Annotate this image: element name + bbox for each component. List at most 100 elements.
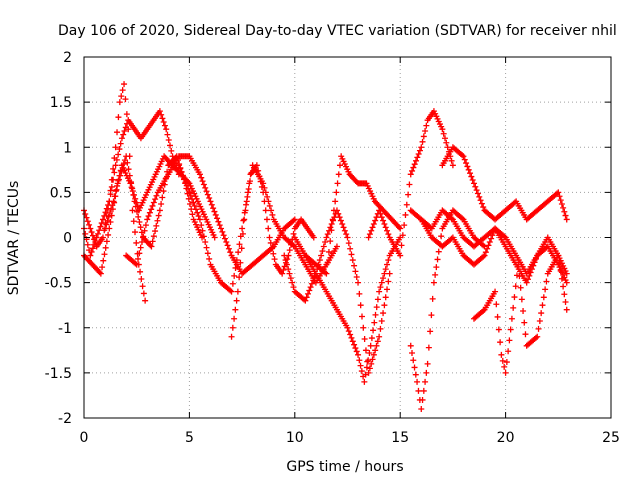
y-tick-label: 0 bbox=[63, 231, 72, 247]
data-point bbox=[97, 223, 104, 230]
data-point bbox=[238, 245, 245, 252]
data-point bbox=[448, 157, 455, 164]
data-point bbox=[265, 225, 272, 232]
data-point bbox=[365, 234, 372, 241]
data-point bbox=[268, 207, 275, 214]
data-point bbox=[502, 369, 509, 376]
data-point bbox=[497, 339, 504, 346]
data-point bbox=[365, 357, 372, 364]
data-point bbox=[334, 180, 341, 187]
data-point bbox=[240, 217, 247, 224]
data-point bbox=[521, 319, 528, 326]
data-point bbox=[156, 207, 163, 214]
data-point bbox=[116, 146, 123, 153]
data-point bbox=[538, 310, 545, 317]
series-track-2 bbox=[81, 108, 182, 259]
data-point bbox=[310, 234, 317, 241]
data-point bbox=[130, 218, 137, 225]
data-point bbox=[526, 272, 533, 279]
data-point bbox=[116, 172, 123, 179]
data-point bbox=[286, 270, 293, 277]
data-point bbox=[271, 256, 278, 263]
data-point bbox=[543, 278, 550, 285]
data-point bbox=[189, 211, 196, 218]
data-point bbox=[352, 345, 359, 352]
data-point bbox=[401, 222, 408, 229]
data-point bbox=[368, 360, 375, 367]
data-point bbox=[223, 239, 230, 246]
data-point bbox=[283, 261, 290, 268]
data-point bbox=[345, 328, 352, 335]
data-point bbox=[424, 360, 431, 367]
data-point bbox=[320, 243, 327, 250]
data-point bbox=[480, 253, 487, 260]
data-point bbox=[243, 201, 250, 208]
data-point bbox=[485, 242, 492, 249]
data-point bbox=[246, 180, 253, 187]
data-point bbox=[245, 189, 252, 196]
data-point bbox=[385, 231, 392, 238]
data-point bbox=[378, 317, 385, 324]
data-point bbox=[406, 181, 413, 188]
data-point bbox=[449, 162, 456, 169]
data-point bbox=[112, 188, 119, 195]
data-point bbox=[501, 363, 508, 370]
data-point bbox=[384, 227, 391, 234]
data-point bbox=[440, 130, 447, 137]
data-point bbox=[236, 274, 243, 281]
data-point bbox=[158, 200, 165, 207]
data-point bbox=[340, 224, 347, 231]
data-point bbox=[472, 183, 479, 190]
data-point bbox=[498, 351, 505, 358]
data-point bbox=[202, 239, 209, 246]
data-point bbox=[493, 301, 500, 308]
data-point bbox=[510, 304, 517, 311]
data-point bbox=[499, 357, 506, 364]
data-point bbox=[374, 338, 381, 345]
data-point bbox=[148, 206, 155, 213]
data-point bbox=[380, 217, 387, 224]
data-point bbox=[418, 144, 425, 151]
data-point bbox=[89, 232, 96, 239]
data-point bbox=[186, 189, 193, 196]
data-point bbox=[312, 270, 319, 277]
data-point bbox=[118, 135, 125, 142]
data-point bbox=[100, 257, 107, 264]
data-point bbox=[486, 239, 493, 246]
data-point bbox=[332, 198, 339, 205]
data-point bbox=[185, 185, 192, 192]
data-point bbox=[430, 279, 437, 286]
data-point bbox=[368, 335, 375, 342]
data-point bbox=[92, 238, 99, 245]
data-point bbox=[303, 294, 310, 301]
data-point bbox=[562, 212, 569, 219]
data-point bbox=[355, 351, 362, 358]
data-point bbox=[319, 248, 326, 255]
data-point bbox=[86, 221, 93, 228]
data-point bbox=[138, 276, 145, 283]
data-point bbox=[467, 170, 474, 177]
data-point bbox=[196, 171, 203, 178]
data-point bbox=[165, 137, 172, 144]
data-point bbox=[373, 214, 380, 221]
data-point bbox=[361, 378, 368, 385]
data-point bbox=[267, 239, 274, 246]
data-point bbox=[435, 248, 442, 255]
data-point bbox=[370, 327, 377, 334]
data-point bbox=[557, 197, 564, 204]
data-point bbox=[376, 333, 383, 340]
data-point bbox=[355, 279, 362, 286]
data-point bbox=[290, 217, 297, 224]
data-point bbox=[316, 257, 323, 264]
data-point bbox=[290, 230, 297, 237]
data-point bbox=[102, 225, 109, 232]
data-point bbox=[145, 213, 152, 220]
data-point bbox=[524, 276, 531, 283]
data-point bbox=[115, 177, 122, 184]
data-point bbox=[150, 199, 157, 206]
data-point bbox=[87, 252, 94, 259]
data-point bbox=[159, 194, 166, 201]
data-point bbox=[532, 334, 539, 341]
data-point bbox=[560, 283, 567, 290]
data-point bbox=[142, 222, 149, 229]
